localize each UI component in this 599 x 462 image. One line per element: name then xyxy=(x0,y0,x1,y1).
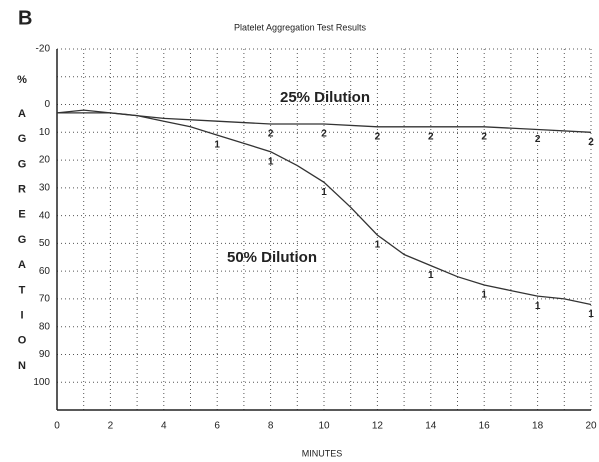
series-label: 25% Dilution xyxy=(280,89,370,106)
x-axis-label: MINUTES xyxy=(302,448,343,458)
trace-marker: 1 xyxy=(428,270,434,281)
trace-marker: 1 xyxy=(321,187,327,198)
y-axis-label-letter: I xyxy=(20,310,23,322)
x-tick-label: 8 xyxy=(268,421,274,432)
trace-marker: 1 xyxy=(535,301,541,312)
x-tick-label: 18 xyxy=(532,421,544,432)
y-tick-label: 40 xyxy=(39,210,51,221)
y-axis-label-letter: O xyxy=(18,335,27,347)
y-axis-label-letter: E xyxy=(18,209,25,221)
trace-marker: 1 xyxy=(481,290,487,301)
y-tick-label: 50 xyxy=(39,238,51,249)
x-tick-label: 16 xyxy=(479,421,491,432)
x-tick-label: 4 xyxy=(161,421,167,432)
trace-marker: 2 xyxy=(428,131,434,142)
y-tick-label: 0 xyxy=(44,99,50,110)
trace-marker: 2 xyxy=(268,129,274,140)
trace-marker: 2 xyxy=(375,131,381,142)
trace-marker: 1 xyxy=(588,309,594,320)
x-tick-label: 14 xyxy=(425,421,437,432)
x-tick-label: 10 xyxy=(318,421,330,432)
data-line xyxy=(57,112,592,306)
trace-marker: 2 xyxy=(588,137,594,148)
y-axis-label-letter: G xyxy=(18,133,27,145)
y-tick-label: 80 xyxy=(39,321,51,332)
y-tick-label: 10 xyxy=(39,127,51,138)
y-unit: % xyxy=(17,74,27,86)
y-tick-label: 70 xyxy=(39,294,51,305)
y-axis-label-letter: T xyxy=(19,284,26,296)
y-axis-label-letter: G xyxy=(18,234,27,246)
y-tick-label: 90 xyxy=(39,349,51,360)
y-axis-label-letter: A xyxy=(18,259,26,271)
trace-marker: 2 xyxy=(535,134,541,145)
x-tick-label: 12 xyxy=(372,421,384,432)
y-axis-label-letter: G xyxy=(18,158,27,170)
y-axis-label-letter: A xyxy=(18,108,26,120)
x-tick-label: 20 xyxy=(585,421,597,432)
y-tick-label: 30 xyxy=(39,182,51,193)
x-tick-label: 0 xyxy=(54,421,60,432)
panel-label: B xyxy=(18,7,32,29)
x-tick-label: 2 xyxy=(108,421,114,432)
y-axis-label-letter: R xyxy=(18,184,26,196)
trace-marker: 2 xyxy=(321,129,327,140)
y-tick-label: -20 xyxy=(36,44,51,55)
trace-marker: 2 xyxy=(481,131,487,142)
x-tick-label: 6 xyxy=(214,421,220,432)
trace-marker: 1 xyxy=(375,240,381,251)
y-tick-label: 100 xyxy=(33,377,50,388)
y-tick-label: 60 xyxy=(39,266,51,277)
series-label: 50% Dilution xyxy=(227,249,317,266)
y-tick-label: 20 xyxy=(39,155,51,166)
y-axis-label-letter: N xyxy=(18,360,26,372)
trace-marker: 1 xyxy=(214,140,220,151)
chart-title: Platelet Aggregation Test Results xyxy=(234,22,366,32)
trace-marker: 1 xyxy=(268,156,274,167)
